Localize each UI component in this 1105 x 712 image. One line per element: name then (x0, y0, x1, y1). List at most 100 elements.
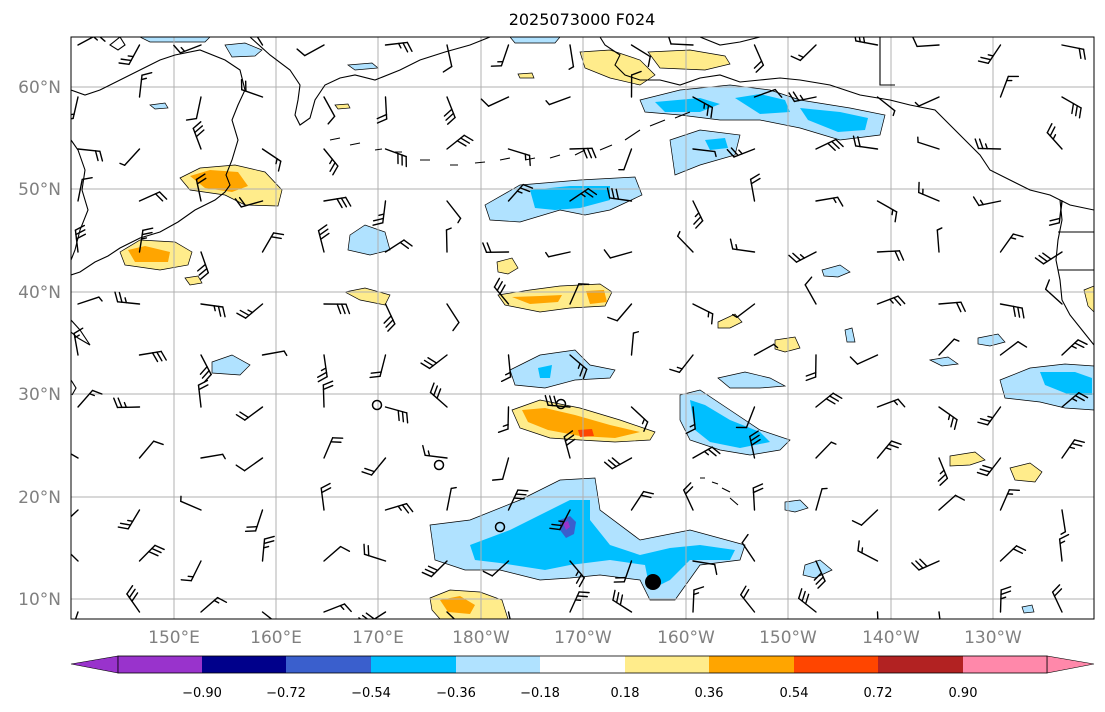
colorbar-tick-label: 0.90 (949, 686, 978, 701)
wind-barb (798, 588, 817, 613)
wind-barb (876, 398, 906, 408)
wind-barb (118, 44, 141, 66)
wind-barb (323, 196, 352, 209)
wind-barb (317, 224, 330, 253)
wind-barb (668, 37, 694, 46)
lon-label: 150°E (148, 628, 200, 648)
wind-barb (788, 91, 817, 103)
wind-barb (200, 303, 226, 318)
wind-barb (999, 75, 1020, 98)
wind-barb (117, 509, 141, 530)
wind-barb (741, 533, 756, 562)
lon-label: 170°E (352, 628, 404, 648)
wind-barb (192, 121, 205, 150)
wind-barb (256, 37, 264, 46)
wind-barb (236, 303, 264, 319)
wind-barb (138, 227, 154, 253)
wind-barb (507, 148, 531, 167)
wind-barb (126, 585, 141, 613)
wind-barb (323, 437, 344, 459)
wind-barb (999, 341, 1028, 356)
wind-barb (180, 495, 202, 511)
wind-barb (235, 406, 264, 421)
wind-barb (606, 187, 633, 202)
wind-barb (972, 196, 1002, 207)
wind-barb (113, 397, 141, 409)
lon-label: 180°W (452, 628, 510, 648)
wind-barb (545, 96, 571, 106)
wind-barb (320, 482, 332, 511)
longitude-labels: 150°E 160°E 170°E 180°W 170°W 160°W 150°… (148, 628, 1022, 648)
wind-barb (977, 44, 1002, 64)
lon-label: 160°W (657, 628, 715, 648)
wind-barb (493, 277, 510, 305)
lat-label: 10°N (18, 590, 61, 610)
wind-barb (422, 444, 448, 459)
lon-label: 130°W (964, 628, 1022, 648)
wind-barb (999, 489, 1021, 511)
wind-barb (73, 327, 84, 356)
wind-barb (1048, 200, 1063, 226)
wind-barb (749, 173, 761, 202)
wind-barb (790, 44, 817, 62)
wind-barb (938, 611, 941, 619)
wind-barb (876, 611, 879, 619)
wind-barb (545, 251, 571, 258)
wind-barb (999, 586, 1012, 613)
wind-barb (815, 196, 844, 207)
wind-barb (261, 148, 282, 172)
wind-barb (732, 303, 756, 318)
wind-barb (261, 232, 285, 253)
wind-barb (197, 379, 209, 408)
wind-barb (507, 611, 511, 619)
lon-label: 170°W (554, 628, 612, 648)
wind-barb (729, 238, 756, 253)
wind-barb (322, 380, 334, 408)
wind-barb (1044, 279, 1063, 305)
wind-barb (446, 611, 456, 619)
wind-barb (446, 134, 474, 150)
wind-barb (692, 303, 714, 325)
wind-barb (77, 296, 103, 305)
wind-barb (77, 389, 103, 408)
wind-barb (815, 487, 828, 511)
colorbar-tick-label: −0.18 (520, 686, 560, 701)
latitude-labels: 60°N 50°N 40°N 30°N 20°N 10°N (18, 78, 61, 610)
wind-barb (936, 227, 943, 253)
coastlines (71, 37, 1094, 506)
wind-barb (180, 560, 202, 582)
wind-barb (938, 406, 958, 431)
contour-fill-layer (119, 37, 1094, 619)
wind-barb (1058, 533, 1070, 562)
colorbar-segment (202, 656, 286, 673)
wind-barb (361, 457, 387, 476)
wind-barb (384, 406, 409, 424)
map-title: 2025073000 F024 (509, 10, 656, 29)
wind-barb (569, 187, 598, 202)
wind-barb (685, 406, 696, 435)
wind-barb (630, 406, 649, 432)
wind-barb (857, 540, 879, 562)
wind-barb (507, 489, 529, 511)
wind-barb (71, 553, 79, 562)
wind-barb (849, 354, 879, 365)
wind-barb (753, 44, 765, 73)
colorbar-segment (286, 656, 371, 673)
wind-barb (692, 586, 705, 613)
wind-barb (323, 303, 351, 315)
wind-barb (683, 482, 694, 511)
wind-barb (497, 406, 510, 434)
colorbar-tick-label: −0.54 (351, 686, 391, 701)
wind-barb (788, 251, 817, 263)
wind-barb (317, 354, 328, 383)
wind-barb (363, 543, 387, 562)
wind-barb (77, 148, 104, 162)
wind-barb (446, 303, 460, 332)
colorbar-segment (456, 656, 540, 673)
wind-barb (876, 200, 898, 223)
wind-barb (173, 44, 202, 54)
lon-label: 160°E (250, 628, 302, 648)
wind-barb (420, 354, 448, 370)
wind-barb (138, 440, 164, 459)
colorbar-max-extend (1046, 655, 1095, 674)
